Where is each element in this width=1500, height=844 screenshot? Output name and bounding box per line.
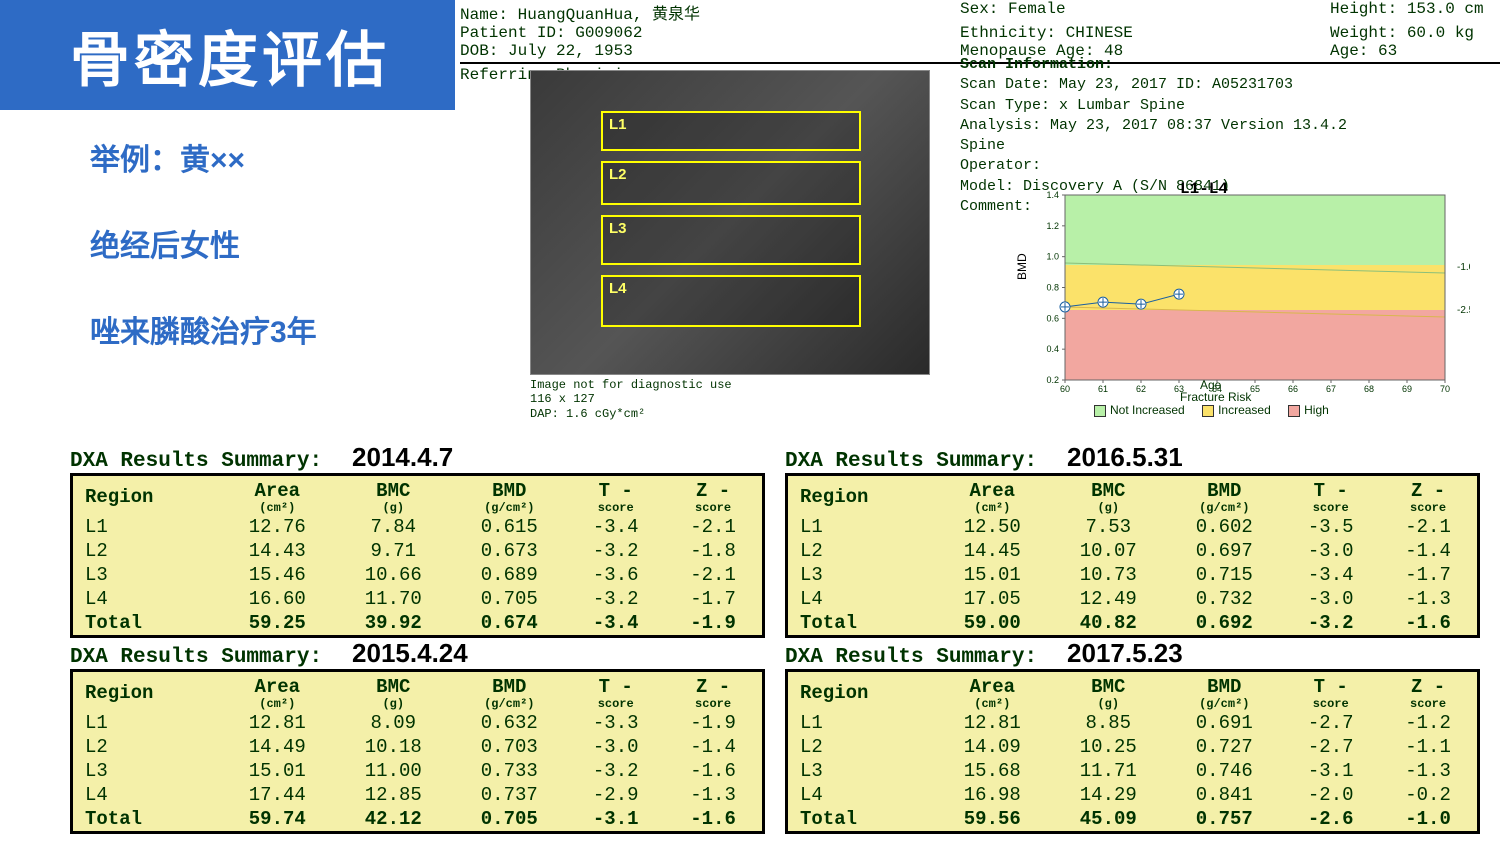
- dxa-block-1: DXA Results Summary:2016.5.31 Region Are…: [785, 442, 1480, 638]
- legend-swatch-3: [1288, 405, 1300, 417]
- refchart-sub: Fracture Risk: [1180, 390, 1251, 404]
- svg-text:0.8: 0.8: [1046, 283, 1059, 293]
- svg-text:62: 62: [1136, 384, 1146, 394]
- legend-3: High: [1304, 403, 1329, 417]
- scan-note: Image not for diagnostic use 116 x 127 D…: [530, 378, 732, 421]
- scan-info-op: Operator:: [960, 156, 1347, 176]
- legend-swatch-1: [1094, 405, 1106, 417]
- dxa-table-2: Region Area(cm²) BMC(g) BMD(g/cm²) T -sc…: [70, 669, 765, 834]
- refchart-svg: 0.2 0.4 0.6 0.8 1.0 1.2 1.4 60 61 62 63 …: [1030, 190, 1470, 405]
- vertebra-L4: L4: [601, 275, 861, 327]
- scan-image: L1 L2 L3 L4: [530, 70, 930, 375]
- refchart-t1: -1.0: [1457, 262, 1470, 273]
- svg-text:1.4: 1.4: [1046, 190, 1059, 200]
- svg-text:65: 65: [1250, 384, 1260, 394]
- scan-info-date: Scan Date: May 23, 2017 ID: A05231703: [960, 75, 1347, 95]
- pat-id: Patient ID: G009062: [460, 24, 960, 42]
- svg-text:69: 69: [1402, 384, 1412, 394]
- pat-eth: Ethnicity: CHINESE: [960, 24, 1330, 42]
- dxa-block-2: DXA Results Summary:2015.4.24 Region Are…: [70, 638, 765, 834]
- pat-sex: Sex: Female: [960, 0, 1330, 24]
- scan-info-hdr: Scan Information:: [960, 56, 1113, 73]
- scan-info-analysis2: Spine: [960, 136, 1347, 156]
- refchart-ylabel: BMD: [1015, 253, 1029, 280]
- scan-note-2: 116 x 127: [530, 392, 732, 406]
- svg-text:66: 66: [1288, 384, 1298, 394]
- bullet-2: 绝经后女性: [90, 221, 317, 265]
- dxa-block-3: DXA Results Summary:2017.5.23 Region Are…: [785, 638, 1480, 834]
- dxa-summary-2: DXA Results Summary:2015.4.24: [70, 638, 765, 669]
- dxa-summary-1: DXA Results Summary:2016.5.31: [785, 442, 1480, 473]
- legend-1: Not Increased: [1110, 403, 1185, 417]
- refchart: 0.2 0.4 0.6 0.8 1.0 1.2 1.4 60 61 62 63 …: [1030, 190, 1470, 405]
- dxa-table-1: Region Area(cm²) BMC(g) BMD(g/cm²) T -sc…: [785, 473, 1480, 638]
- svg-text:0.6: 0.6: [1046, 313, 1059, 323]
- pat-weight: Weight: 60.0 kg: [1330, 24, 1474, 42]
- svg-text:1.2: 1.2: [1046, 221, 1059, 231]
- scan-info-type: Scan Type: x Lumbar Spine: [960, 96, 1347, 116]
- vertebra-L1: L1: [601, 111, 861, 151]
- results-tables: DXA Results Summary:2014.4.7 Region Area…: [70, 442, 1480, 834]
- scan-note-3: DAP: 1.6 cGy*cm²: [530, 407, 732, 421]
- dxa-table-0: Region Area(cm²) BMC(g) BMD(g/cm²) T -sc…: [70, 473, 765, 638]
- vertebra-L3: L3: [601, 215, 861, 265]
- legend-2: Increased: [1218, 403, 1271, 417]
- svg-text:60: 60: [1060, 384, 1070, 394]
- scan-info-analysis: Analysis: May 23, 2017 08:37 Version 13.…: [960, 116, 1347, 136]
- svg-text:0.4: 0.4: [1046, 344, 1059, 354]
- svg-text:1.0: 1.0: [1046, 252, 1059, 262]
- vertebra-L2: L2: [601, 161, 861, 205]
- svg-text:68: 68: [1364, 384, 1374, 394]
- dxa-block-0: DXA Results Summary:2014.4.7 Region Area…: [70, 442, 765, 638]
- bullet-1: 举例：黄××: [90, 135, 317, 179]
- pat-dob: DOB: July 22, 1953: [460, 42, 960, 60]
- refchart-legend: Not Increased Increased High: [1080, 403, 1329, 417]
- scan-note-1: Image not for diagnostic use: [530, 378, 732, 392]
- svg-text:61: 61: [1098, 384, 1108, 394]
- title-bar: 骨密度评估: [0, 0, 455, 110]
- legend-swatch-2: [1202, 405, 1214, 417]
- svg-text:70: 70: [1440, 384, 1450, 394]
- svg-text:0.2: 0.2: [1046, 375, 1059, 385]
- slide-title: 骨密度评估: [0, 12, 390, 99]
- dxa-summary-0: DXA Results Summary:2014.4.7: [70, 442, 765, 473]
- pat-name: Name: HuangQuanHua, 黄泉华: [460, 0, 960, 24]
- dxa-summary-3: DXA Results Summary:2017.5.23: [785, 638, 1480, 669]
- svg-text:67: 67: [1326, 384, 1336, 394]
- dxa-table-3: Region Area(cm²) BMC(g) BMD(g/cm²) T -sc…: [785, 669, 1480, 834]
- bullet-3: 唑来膦酸治疗3年: [90, 307, 317, 351]
- refchart-t2: -2.5: [1457, 305, 1470, 316]
- pat-height: Height: 153.0 cm: [1330, 0, 1484, 24]
- bullet-list: 举例：黄×× 绝经后女性 唑来膦酸治疗3年: [90, 135, 317, 393]
